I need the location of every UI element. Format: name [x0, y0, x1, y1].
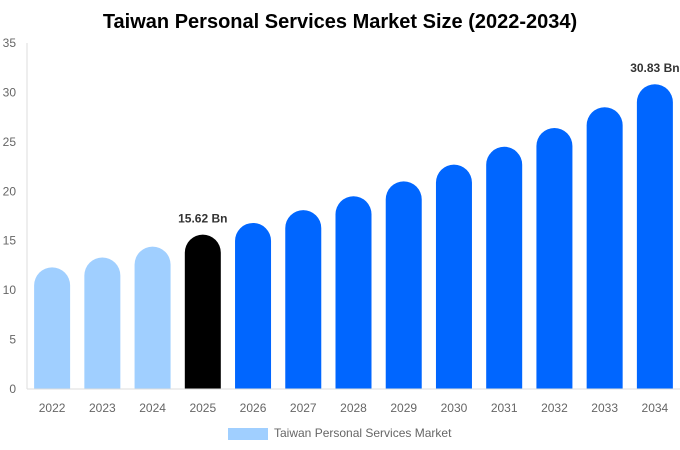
x-tick-label: 2033: [591, 401, 618, 415]
x-tick-label: 2032: [541, 401, 568, 415]
bar-2024[interactable]: [134, 246, 171, 389]
x-axis: 2022 2023 2024 2025 2026 2027 2028 2029 2030 2031…: [27, 388, 680, 415]
bars: [34, 84, 673, 389]
x-tick-label: 2028: [340, 401, 367, 415]
x-tick-label: 2030: [441, 401, 468, 415]
y-tick-label: 10: [3, 283, 17, 297]
bar-2023[interactable]: [84, 257, 121, 389]
bar-2033[interactable]: [586, 107, 623, 389]
x-tick-label: 2026: [240, 401, 267, 415]
x-tick-label: 2031: [491, 401, 518, 415]
legend[interactable]: Taiwan Personal Services Market: [228, 426, 452, 440]
x-tick-label: 2027: [290, 401, 317, 415]
x-tick-label: 2024: [139, 401, 166, 415]
bar-2022[interactable]: [34, 267, 71, 389]
data-label-2034: 30.83 Bn: [630, 61, 679, 75]
data-labels: 15.62 Bn 30.83 Bn: [178, 61, 679, 225]
y-tick-label: 25: [3, 135, 17, 149]
bar-2032[interactable]: [536, 128, 573, 389]
x-tick-label: 2023: [89, 401, 116, 415]
bar-2026[interactable]: [235, 222, 272, 389]
x-tick-label: 2029: [390, 401, 417, 415]
x-tick-label: 2022: [39, 401, 66, 415]
bar-2034[interactable]: [636, 84, 673, 389]
bar-2028[interactable]: [335, 196, 372, 389]
bar-2031[interactable]: [486, 146, 523, 389]
y-tick-label: 35: [3, 36, 17, 50]
y-tick-label: 30: [3, 85, 17, 99]
chart-title: Taiwan Personal Services Market Size (20…: [103, 11, 577, 33]
x-tick-label: 2034: [642, 401, 669, 415]
legend-swatch: [228, 428, 268, 440]
y-tick-label: 0: [9, 382, 16, 396]
data-label-2025: 15.62 Bn: [178, 212, 227, 226]
bar-2027[interactable]: [285, 210, 322, 389]
x-tick-label: 2025: [189, 401, 216, 415]
y-tick-label: 5: [9, 333, 16, 347]
legend-label: Taiwan Personal Services Market: [274, 426, 452, 440]
bar-2030[interactable]: [435, 164, 472, 389]
bar-2029[interactable]: [385, 181, 422, 389]
y-tick-label: 15: [3, 234, 17, 248]
y-axis: 0 5 10 15 20 25 30 35: [3, 36, 28, 396]
bar-2025[interactable]: [184, 234, 221, 389]
y-tick-label: 20: [3, 184, 17, 198]
